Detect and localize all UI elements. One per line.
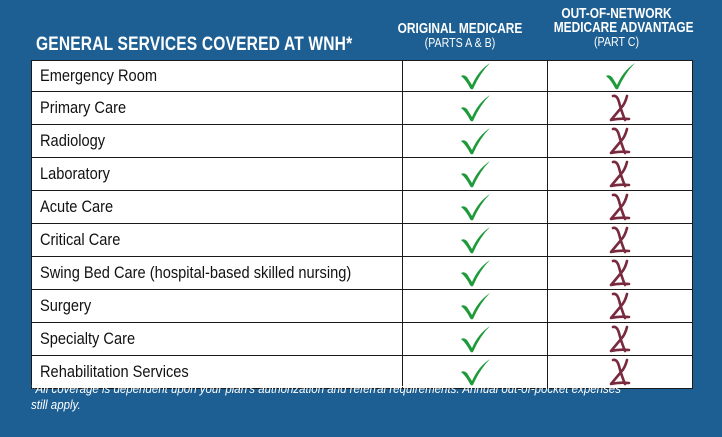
service-label: Radiology (40, 131, 106, 151)
table-row: Emergency Room (31, 59, 694, 93)
table-row: Laboratory (31, 157, 694, 192)
column-header-original-medicare: ORIGINAL MEDICARE (PARTS A & B) (380, 22, 540, 50)
coverage-cell (546, 91, 694, 126)
coverage-cell (546, 289, 694, 324)
service-label: Critical Care (40, 230, 121, 250)
service-cell: Swing Bed Care (hospital-based skilled n… (31, 256, 403, 291)
check-icon (403, 126, 547, 156)
table-row: Swing Bed Care (hospital-based skilled n… (31, 256, 694, 291)
service-cell: Laboratory (31, 157, 403, 192)
service-cell: Radiology (31, 124, 403, 159)
service-cell: Surgery (31, 289, 403, 324)
service-cell: Emergency Room (31, 59, 403, 93)
service-cell: Critical Care (31, 223, 403, 258)
service-cell: Rehabilitation Services (31, 355, 403, 390)
table-row: Surgery (31, 289, 694, 324)
x-icon (548, 92, 692, 124)
coverage-cell (546, 223, 694, 258)
check-icon (403, 93, 547, 123)
coverage-cell (401, 91, 548, 126)
service-cell: Specialty Care (31, 322, 403, 357)
service-label: Rehabilitation Services (40, 362, 189, 382)
coverage-cell (546, 355, 694, 390)
coverage-cell (546, 256, 694, 291)
coverage-cell (401, 355, 548, 390)
service-cell: Acute Care (31, 190, 403, 225)
service-label: Laboratory (40, 164, 110, 184)
check-icon (403, 324, 547, 354)
column-header-subline: (PARTS A & B) (424, 35, 496, 50)
check-icon (403, 61, 547, 91)
service-label: Primary Care (40, 98, 127, 118)
coverage-cell (546, 157, 694, 192)
x-icon (548, 158, 692, 190)
coverage-cell (546, 190, 694, 225)
x-icon (548, 224, 692, 256)
x-icon (548, 290, 692, 322)
coverage-cell (401, 190, 548, 225)
coverage-cell (401, 256, 548, 291)
service-label: Specialty Care (40, 329, 136, 349)
check-icon (548, 61, 692, 91)
coverage-table: Emergency Room Primary Care Radiology Labor… (31, 59, 694, 390)
coverage-cell (546, 124, 694, 159)
table-row: Rehabilitation Services (31, 355, 694, 390)
check-icon (403, 192, 547, 222)
column-header-line: OUT-OF-NETWORK (561, 6, 672, 22)
service-label: Swing Bed Care (hospital-based skilled n… (40, 263, 352, 283)
table-row: Primary Care (31, 91, 694, 126)
service-label: Acute Care (40, 197, 114, 217)
column-header-line: ORIGINAL MEDICARE (397, 21, 523, 37)
check-icon (403, 159, 547, 189)
service-cell: Primary Care (31, 91, 403, 126)
coverage-cell (401, 223, 548, 258)
check-icon (403, 225, 547, 255)
coverage-cell (401, 289, 548, 324)
x-icon (548, 125, 692, 157)
coverage-cell (546, 59, 694, 93)
column-header-subline: (PART C) (593, 34, 640, 49)
table-row: Acute Care (31, 190, 694, 225)
check-icon (403, 357, 547, 387)
column-header-line: MEDICARE ADVANTAGE (553, 20, 694, 36)
x-icon (548, 323, 692, 355)
coverage-cell (546, 322, 694, 357)
coverage-cell (401, 124, 548, 159)
check-icon (403, 291, 547, 321)
service-label: Emergency Room (40, 66, 158, 86)
x-icon (548, 356, 692, 388)
table-row: Specialty Care (31, 322, 694, 357)
check-icon (403, 258, 547, 288)
x-icon (548, 257, 692, 289)
x-icon (548, 191, 692, 223)
coverage-cell (401, 157, 548, 192)
table-row: Critical Care (31, 223, 694, 258)
column-header-medicare-advantage: OUT-OF-NETWORK MEDICARE ADVANTAGE (PART … (540, 6, 694, 49)
footnote: *All coverage is dependent upon your pla… (31, 382, 621, 412)
service-label: Surgery (40, 296, 92, 316)
coverage-cell (401, 59, 548, 93)
coverage-cell (401, 322, 548, 357)
table-title: GENERAL SERVICES COVERED AT WNH* (36, 34, 353, 55)
table-row: Radiology (31, 124, 694, 159)
